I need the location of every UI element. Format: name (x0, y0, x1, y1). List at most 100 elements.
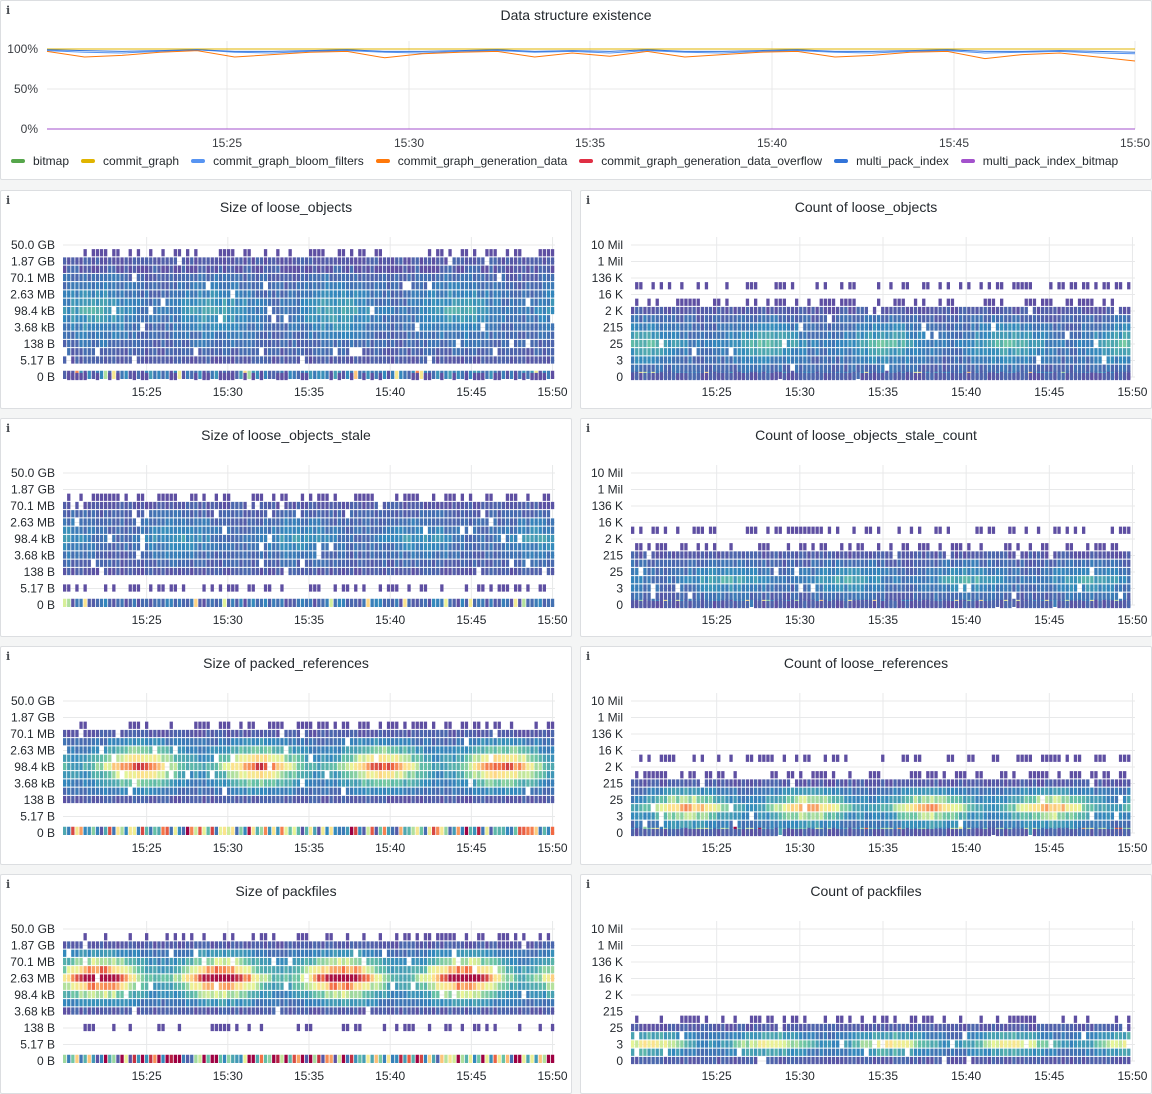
legend-item-commit_graph[interactable]: commit_graph (81, 154, 179, 168)
heatmap-cell (280, 257, 284, 265)
heatmap-cell (79, 526, 83, 534)
heatmap-cell (530, 315, 534, 323)
heatmap-cell (263, 257, 268, 265)
heatmap-cell (263, 315, 268, 323)
heatmap-cell (1032, 339, 1037, 348)
heatmap-cell (87, 598, 91, 607)
heatmap-cell (288, 298, 292, 306)
heatmap-cell (1020, 356, 1024, 364)
legend-item-commit_graph_generation_data[interactable]: commit_graph_generation_data (375, 154, 567, 168)
info-icon[interactable]: i (586, 194, 591, 207)
heatmap-cell (889, 331, 893, 339)
info-icon[interactable]: i (6, 4, 11, 17)
heatmap-cell (415, 290, 419, 298)
heatmap-cell (427, 323, 432, 331)
heatmap-cell (79, 559, 83, 567)
heatmap-cell (329, 323, 333, 331)
heatmap-cell (836, 372, 840, 381)
heatmap-cell (1012, 282, 1016, 290)
heatmap-cell (1012, 315, 1016, 323)
heatmap-cell (758, 356, 762, 364)
heatmap-cell (149, 249, 153, 257)
heatmap-cell (440, 518, 444, 526)
heatmap-cell (362, 298, 366, 306)
heatmap-cell (243, 510, 247, 518)
heatmap-cell (382, 306, 387, 315)
heatmap-cell (1024, 364, 1028, 372)
heatmap-cell (778, 282, 782, 290)
heatmap-cell (157, 584, 161, 592)
legend-item-bitmap[interactable]: bitmap (11, 154, 69, 168)
heatmap-cell (391, 348, 395, 356)
heatmap-cell (120, 265, 124, 273)
heatmap-cell (153, 598, 157, 607)
heatmap-cell (157, 282, 161, 290)
heatmap-cell (700, 372, 704, 381)
heatmap-cell (913, 339, 918, 348)
heatmap-cell (354, 534, 358, 543)
heatmap-cell (411, 331, 415, 339)
heatmap-cell (708, 339, 713, 348)
heatmap-cell (354, 306, 358, 315)
heatmap-cell (468, 298, 473, 306)
heatmap-cell (198, 356, 202, 364)
heatmap-cell (497, 543, 501, 551)
heatmap-cell (350, 598, 354, 607)
heatmap-cell (1077, 331, 1082, 339)
heatmap-cell (452, 331, 456, 339)
heatmap-cell (522, 348, 526, 356)
heatmap-cell (239, 315, 243, 323)
heatmap-cell (190, 559, 194, 567)
heatmap-cell (427, 559, 432, 567)
heatmap-cell (542, 493, 546, 501)
heatmap-cell (124, 290, 128, 298)
heatmap-cell (370, 298, 374, 306)
info-icon[interactable]: i (586, 422, 591, 435)
heatmap-cell (905, 315, 909, 323)
heatmap-cell (473, 257, 477, 265)
heatmap-cell (329, 567, 333, 576)
info-icon[interactable]: i (6, 422, 11, 435)
heatmap-cell (378, 518, 382, 526)
heatmap-cell (799, 315, 803, 323)
legend-item-commit_graph_generation_data_overflow[interactable]: commit_graph_generation_data_overflow (579, 154, 822, 168)
heatmap-cell (251, 493, 255, 501)
heatmap-cell (259, 331, 264, 339)
heatmap-cell (337, 339, 341, 348)
legend-item-commit_graph_bloom_filters[interactable]: commit_graph_bloom_filters (191, 154, 364, 168)
heatmap-cell (296, 526, 300, 534)
heatmap-cell (836, 356, 840, 364)
heatmap-cell (243, 265, 247, 273)
heatmap-cell (206, 348, 210, 356)
heatmap-cell (415, 501, 419, 510)
heatmap-cell (456, 559, 460, 567)
heatmap-cell (550, 567, 555, 576)
heatmap-cell (313, 518, 317, 526)
heatmap-cell (71, 257, 75, 265)
heatmap-cell (161, 559, 165, 567)
heatmap-cell (325, 534, 329, 543)
heatmap-cell (313, 298, 317, 306)
heatmap-cell (251, 282, 255, 290)
heatmap-cell (149, 584, 153, 592)
legend-item-multi_pack_index[interactable]: multi_pack_index (834, 154, 949, 168)
heatmap-cell (1045, 372, 1049, 381)
heatmap-cell (819, 323, 823, 331)
heatmap-cell (108, 551, 112, 559)
legend-item-multi_pack_index_bitmap[interactable]: multi_pack_index_bitmap (960, 154, 1118, 168)
heatmap-cell (128, 567, 132, 576)
heatmap-cell (345, 323, 350, 331)
heatmap-cell (95, 518, 100, 526)
heatmap-cell (954, 348, 959, 356)
heatmap-cell (840, 348, 844, 356)
heatmap-cell (370, 501, 374, 510)
heatmap-cell (104, 323, 108, 331)
heatmap-cell (913, 323, 918, 331)
heatmap-cell (1041, 306, 1045, 315)
heatmap-cell (655, 584, 659, 592)
series-line-multi_pack_index (46, 49, 1136, 53)
heatmap-cell (194, 551, 198, 559)
info-icon[interactable]: i (6, 194, 11, 207)
heatmap-cell (321, 282, 325, 290)
heatmap-cell (473, 598, 477, 607)
